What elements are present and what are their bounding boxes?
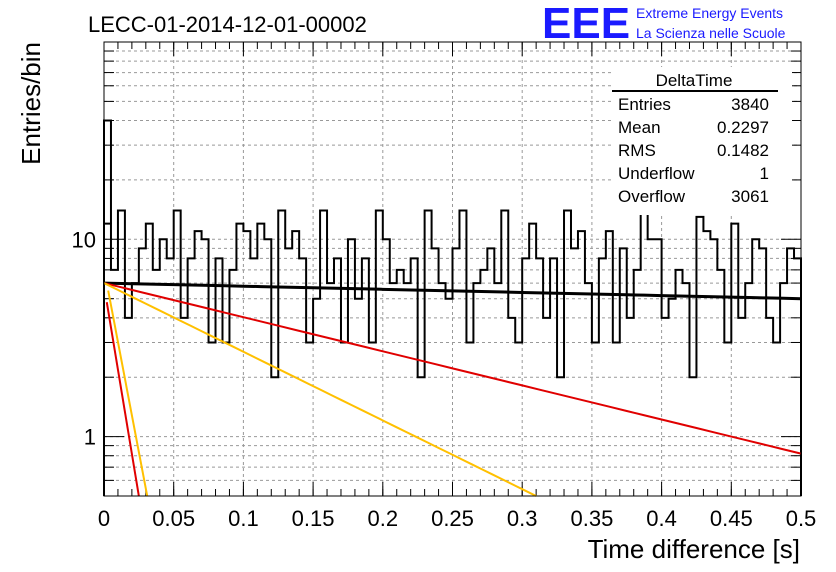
stats-value-underflow: 1 [760, 164, 769, 183]
histogram-bin [103, 209, 802, 496]
x-tick-label: 0.2 [368, 506, 399, 531]
stats-label-rms: RMS [618, 141, 656, 160]
x-axis-label: Time difference [s] [588, 534, 800, 564]
x-tick-label: 0.5 [786, 506, 817, 531]
stats-label-entries: Entries [618, 95, 671, 114]
stats-label-overflow: Overflow [618, 187, 686, 206]
fit-curve-fit [103, 281, 802, 301]
fit-curves [103, 281, 802, 497]
plot-frame [103, 41, 802, 497]
y-tick-label: 1 [84, 425, 96, 450]
fit-curve-exp1 [103, 282, 802, 455]
x-tick-label: 0.4 [646, 506, 677, 531]
logo-line-2: La Scienza nelle Scuole [636, 25, 786, 41]
x-tick-label: 0.45 [710, 506, 753, 531]
y-tick-labels: 1 10 [72, 227, 96, 449]
stats-value-overflow: 3061 [731, 187, 769, 206]
x-tick-label: 0.25 [431, 506, 474, 531]
y-tick-label: 10 [72, 227, 96, 252]
stats-label-underflow: Underflow [618, 164, 695, 183]
fit-curve-exp3 [105, 302, 140, 497]
stats-box: DeltaTime Entries 3840 Mean 0.2297 RMS 0… [612, 67, 792, 215]
stats-title: DeltaTime [656, 71, 733, 90]
stats-label-mean: Mean [618, 118, 661, 137]
chart-title: LECC-01-2014-12-01-00002 [88, 12, 367, 37]
x-tick-label: 0.3 [507, 506, 538, 531]
x-tick-label: 0 [98, 506, 110, 531]
x-tick-label: 0.1 [228, 506, 259, 531]
x-tick-label: 0.15 [292, 506, 335, 531]
stats-value-mean: 0.2297 [717, 118, 769, 137]
fit-curve-exp2 [103, 282, 537, 497]
fit-curve-exp4 [107, 290, 149, 497]
y-axis-label: Entries/bin [16, 42, 46, 165]
logo-line-1: Extreme Energy Events [636, 5, 783, 21]
eee-logo: EEE [542, 0, 630, 48]
stats-value-entries: 3840 [731, 95, 769, 114]
x-tick-labels: 0 0.05 0.1 0.15 0.2 0.25 0.3 0.35 0.4 0.45 0.5 [98, 506, 816, 531]
x-tick-label: 0.35 [570, 506, 613, 531]
x-tick-label: 0.05 [152, 506, 195, 531]
stats-value-rms: 0.1482 [717, 141, 769, 160]
